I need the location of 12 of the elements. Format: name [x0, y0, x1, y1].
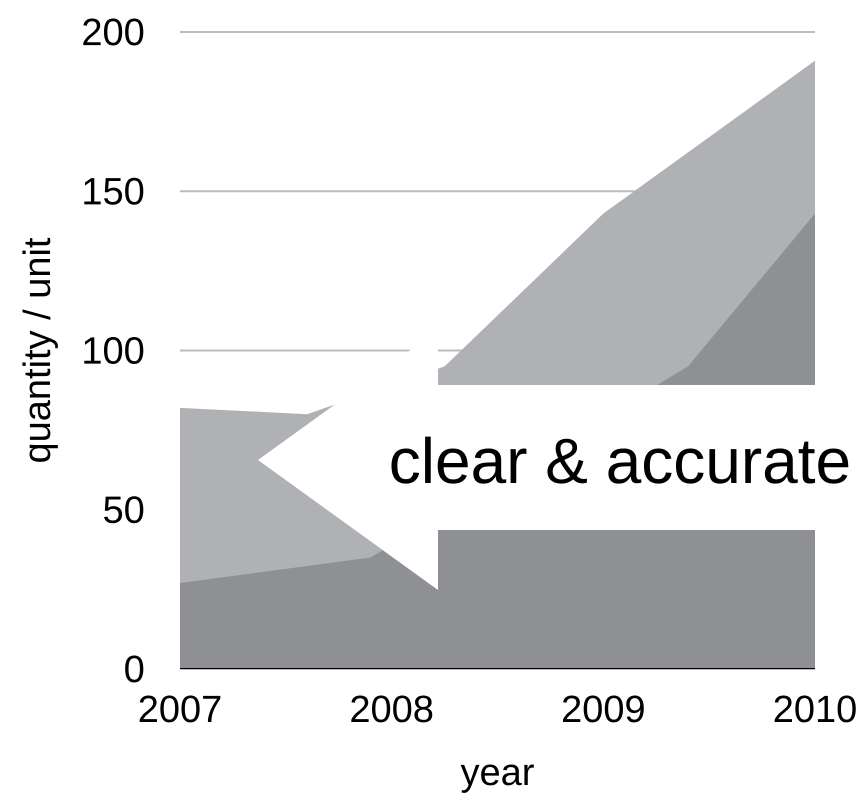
y-axis-title: quantity / unit — [22, 238, 58, 462]
y-tick-label: 50 — [104, 496, 144, 524]
x-axis-title: year — [460, 764, 534, 793]
annotation: clear & accurate — [392, 436, 848, 484]
y-tick-label: 200 — [83, 18, 144, 46]
y-tick-label: 100 — [84, 337, 144, 364]
x-tick-label: 2010 — [774, 695, 856, 722]
y-tick-label: 0 — [125, 656, 144, 682]
y-tick-label: 150 — [84, 178, 144, 205]
x-tick-label: 2009 — [562, 695, 644, 722]
x-tick-label: 2008 — [351, 695, 432, 722]
x-tick-label: 2007 — [140, 695, 220, 722]
